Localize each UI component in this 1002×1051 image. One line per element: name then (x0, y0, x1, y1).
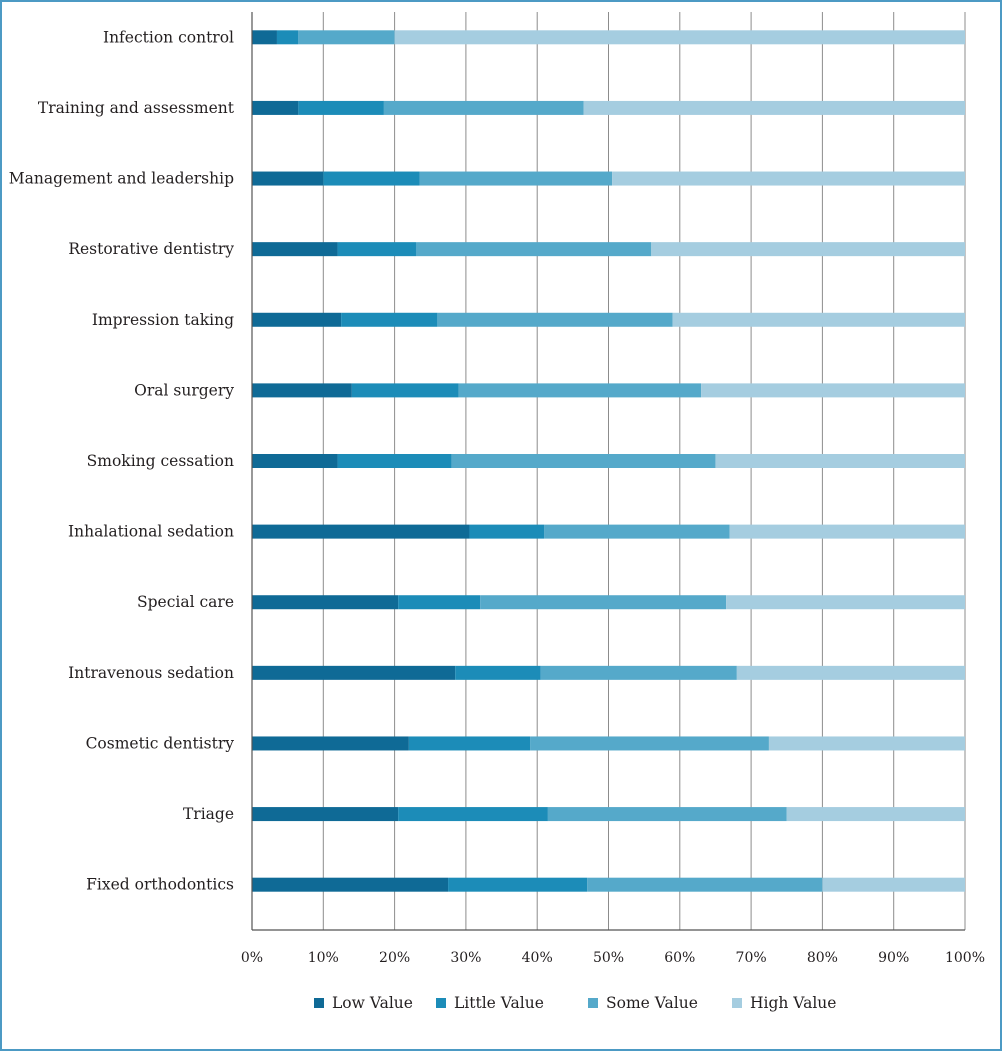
bar-segment-high-value (715, 454, 965, 468)
category-label: Special care (137, 593, 234, 611)
bar-segment-low-value (252, 383, 352, 398)
bar-segment-low-value (252, 30, 277, 45)
bar-segment-some-value (544, 524, 730, 539)
bar-segment-some-value (540, 665, 737, 680)
bar-segment-high-value (701, 383, 965, 398)
bar-segment-high-value (612, 171, 965, 186)
x-tick-label: 70% (736, 950, 767, 966)
x-tick-label: 0% (241, 950, 263, 966)
bar-segment-some-value (415, 242, 652, 257)
bar-segment-low-value (252, 736, 409, 751)
bar-segment-little-value (408, 736, 531, 751)
bar-segment-little-value (351, 383, 459, 398)
bar-segment-high-value (736, 665, 965, 680)
bar-segment-little-value (455, 665, 541, 680)
category-label: Cosmetic dentistry (86, 734, 235, 752)
bar-segment-low-value (252, 665, 456, 680)
bar-segment-high-value (822, 877, 965, 892)
category-label: Smoking cessation (87, 452, 234, 470)
bar-segment-some-value (547, 807, 787, 822)
bar-segment-some-value (480, 595, 727, 610)
legend-swatch (732, 998, 742, 1008)
gridlines (251, 12, 966, 930)
bar-segment-high-value (583, 100, 965, 115)
category-labels: Infection control Training and assessment… (9, 28, 235, 893)
bar-segment-little-value (341, 312, 438, 327)
bar-segment-little-value (276, 30, 299, 45)
bar-segment-some-value (383, 100, 584, 115)
legend-label: Little Value (454, 994, 544, 1012)
bar-segment-high-value (394, 30, 966, 45)
bar-segment-low-value (252, 877, 449, 892)
bar-segment-little-value (337, 242, 416, 257)
legend-label: Low Value (332, 994, 413, 1012)
x-tick-label: 30% (450, 950, 481, 966)
bar-segment-low-value (252, 171, 324, 186)
category-label: Oral surgery (134, 381, 234, 399)
category-label: Inhalational sedation (68, 523, 234, 541)
bars (252, 30, 966, 892)
bar-segment-low-value (252, 454, 338, 468)
bar-segment-high-value (729, 524, 965, 539)
x-tick-label: 50% (593, 950, 624, 966)
x-tick-label: 20% (379, 950, 410, 966)
bar-segment-little-value (337, 454, 452, 468)
bar-segment-some-value (451, 454, 716, 468)
legend: Low Value Little Value Some Value High Valu… (314, 994, 836, 1012)
bar-segment-little-value (398, 595, 481, 610)
bar-segment-little-value (298, 100, 384, 115)
x-tick-label: 90% (878, 950, 909, 966)
bar-segment-low-value (252, 312, 342, 327)
category-label: Management and leadership (9, 170, 234, 188)
bar-segment-some-value (437, 312, 673, 327)
bar-segment-high-value (651, 242, 965, 257)
bar-segment-little-value (469, 524, 545, 539)
bar-segment-little-value (448, 877, 588, 892)
category-label: Triage (183, 805, 234, 823)
bar-segment-some-value (419, 171, 613, 186)
category-label: Infection control (103, 28, 234, 46)
legend-label: High Value (750, 994, 836, 1012)
bar-segment-some-value (587, 877, 823, 892)
bar-segment-some-value (530, 736, 769, 751)
legend-label: Some Value (606, 994, 698, 1012)
bar-segment-little-value (323, 171, 420, 186)
bar-segment-low-value (252, 524, 470, 539)
category-label: Impression taking (92, 311, 234, 329)
x-tick-label: 80% (807, 950, 838, 966)
bar-segment-high-value (768, 736, 965, 751)
category-label: Training and assessment (38, 99, 235, 117)
category-label: Restorative dentistry (68, 240, 234, 258)
bar-segment-low-value (252, 242, 338, 257)
category-label: Intravenous sedation (68, 664, 234, 682)
bar-segment-low-value (252, 595, 399, 610)
legend-swatch (314, 998, 324, 1008)
bar-segment-some-value (298, 30, 395, 45)
axes (251, 12, 965, 931)
legend-swatch (588, 998, 598, 1008)
bar-segment-some-value (458, 383, 702, 398)
bar-segment-low-value (252, 100, 299, 115)
x-tick-label: 100% (945, 950, 985, 966)
bar-segment-little-value (398, 807, 548, 822)
x-tick-label: 10% (308, 950, 339, 966)
bar-segment-low-value (252, 807, 399, 822)
bar-segment-high-value (786, 807, 965, 822)
legend-swatch (436, 998, 446, 1008)
bar-segment-high-value (726, 595, 965, 610)
x-tick-labels: 0% 10% 20% 30% 40% 50% 60% 70% 80% 90% 100% (241, 950, 985, 966)
category-label: Fixed orthodontics (86, 876, 234, 894)
x-tick-label: 40% (522, 950, 553, 966)
bar-segment-high-value (672, 312, 965, 327)
x-tick-label: 60% (664, 950, 695, 966)
